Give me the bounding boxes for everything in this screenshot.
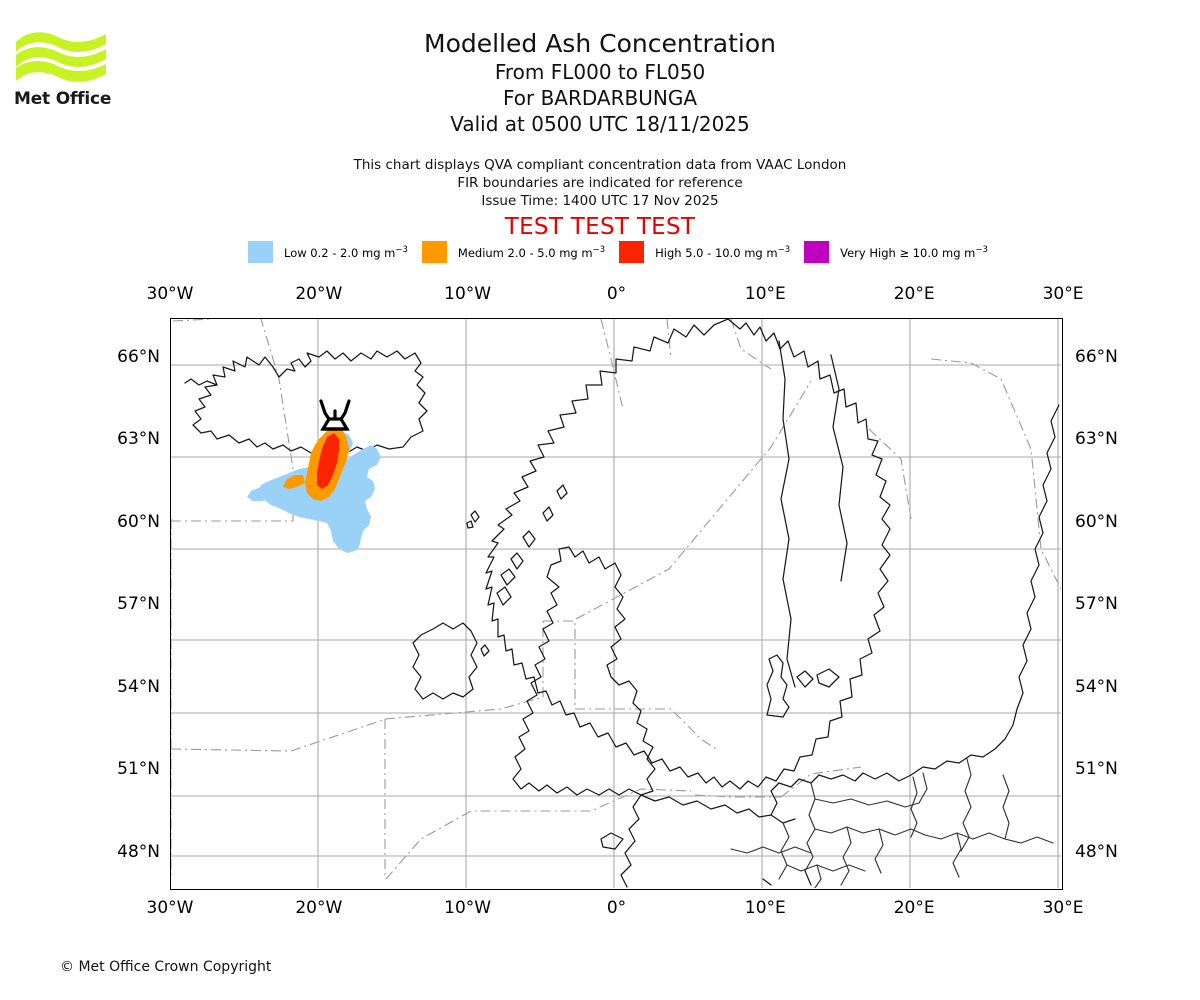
- fir-boundaries: [171, 319, 1061, 880]
- ash-concentration-map[interactable]: [170, 318, 1063, 890]
- lon-tick-30W-top: 30°W: [146, 284, 194, 304]
- test-banner: TEST TEST TEST: [504, 214, 696, 240]
- lon-tick-10E-top: 10°E: [744, 284, 786, 304]
- legend-swatch-very-high: [804, 241, 830, 263]
- lat-tick-57N-right: 57°N: [1075, 594, 1118, 614]
- lon-tick-10W-bottom: 10°W: [444, 898, 492, 918]
- met-office-wave-logo-icon: [16, 32, 106, 82]
- lon-tick-30E-bottom: 30°E: [1042, 898, 1084, 918]
- legend-label-high: High 5.0 - 10.0 mg m−3: [655, 244, 791, 260]
- lat-tick-54N-right: 54°N: [1075, 676, 1118, 697]
- lon-tick-10E-bottom: 10°E: [744, 898, 786, 918]
- lat-tick-48N-right: 48°N: [1075, 841, 1118, 862]
- page-title-block: Modelled Ash Concentration From FL000 to…: [0, 28, 1200, 137]
- legend-label-low: Low 0.2 - 2.0 mg m−3: [284, 244, 408, 260]
- lat-tick-54N-left: 54°N: [117, 676, 160, 697]
- volcano-icon: [319, 399, 351, 431]
- met-office-logo: Met Office: [14, 28, 124, 113]
- lat-tick-51N-left: 51°N: [117, 759, 160, 779]
- flight-level-subtitle: From FL000 to FL050: [494, 60, 706, 84]
- lon-tick-20E-bottom: 20°E: [893, 898, 935, 918]
- lon-tick-20W-top: 20°W: [295, 284, 343, 304]
- lon-tick-0-top: 0°: [606, 284, 627, 304]
- legend-swatch-high: [619, 241, 645, 263]
- lat-tick-63N-right: 63°N: [1075, 429, 1118, 449]
- page-title: Modelled Ash Concentration: [424, 29, 776, 58]
- met-office-logo-text: Met Office: [14, 89, 112, 109]
- chart-notes: This chart displays QVA compliant concen…: [0, 156, 1200, 210]
- lat-tick-51N-right: 51°N: [1075, 759, 1118, 779]
- map-graticule: [171, 319, 1061, 888]
- lat-tick-60N-right: 60°N: [1075, 511, 1118, 532]
- lat-tick-66N-right: 66°N: [1075, 346, 1118, 367]
- legend-label-very-high: Very High ≥ 10.0 mg m−3: [840, 244, 988, 260]
- lat-tick-57N-left: 57°N: [117, 594, 160, 614]
- lon-tick-20W-bottom: 20°W: [295, 898, 343, 918]
- legend-item-low: Low 0.2 - 2.0 mg m−3: [248, 241, 408, 263]
- ash-plume-high: [317, 433, 339, 489]
- copyright-notice: © Met Office Crown Copyright: [60, 959, 272, 975]
- legend-swatch-medium: [421, 241, 447, 263]
- concentration-legend: Low 0.2 - 2.0 mg m−3 Medium 2.0 - 5.0 mg…: [248, 240, 1008, 264]
- lon-tick-20E-top: 20°E: [893, 284, 935, 304]
- lon-tick-30W-bottom: 30°W: [146, 898, 194, 918]
- lon-tick-10W-top: 10°W: [444, 284, 492, 304]
- legend-item-very-high: Very High ≥ 10.0 mg m−3: [804, 241, 988, 263]
- note-qva: This chart displays QVA compliant concen…: [353, 157, 847, 173]
- lat-tick-60N-left: 60°N: [117, 511, 160, 532]
- lat-tick-48N-left: 48°N: [117, 841, 160, 862]
- lon-tick-30E-top: 30°E: [1042, 284, 1084, 304]
- lat-tick-66N-left: 66°N: [117, 346, 160, 367]
- lat-tick-63N-left: 63°N: [117, 429, 160, 449]
- note-issue-time: Issue Time: 1400 UTC 17 Nov 2025: [481, 193, 719, 209]
- legend-swatch-low: [248, 241, 273, 263]
- legend-label-medium: Medium 2.0 - 5.0 mg m−3: [457, 244, 606, 260]
- legend-item-high: High 5.0 - 10.0 mg m−3: [619, 241, 790, 263]
- volcano-subtitle: For BARDARBUNGA: [502, 86, 698, 110]
- legend-item-medium: Medium 2.0 - 5.0 mg m−3: [421, 241, 606, 263]
- valid-time-subtitle: Valid at 0500 UTC 18/11/2025: [450, 112, 750, 136]
- note-fir: FIR boundaries are indicated for referen…: [457, 175, 743, 191]
- lon-tick-0-bottom: 0°: [606, 898, 627, 918]
